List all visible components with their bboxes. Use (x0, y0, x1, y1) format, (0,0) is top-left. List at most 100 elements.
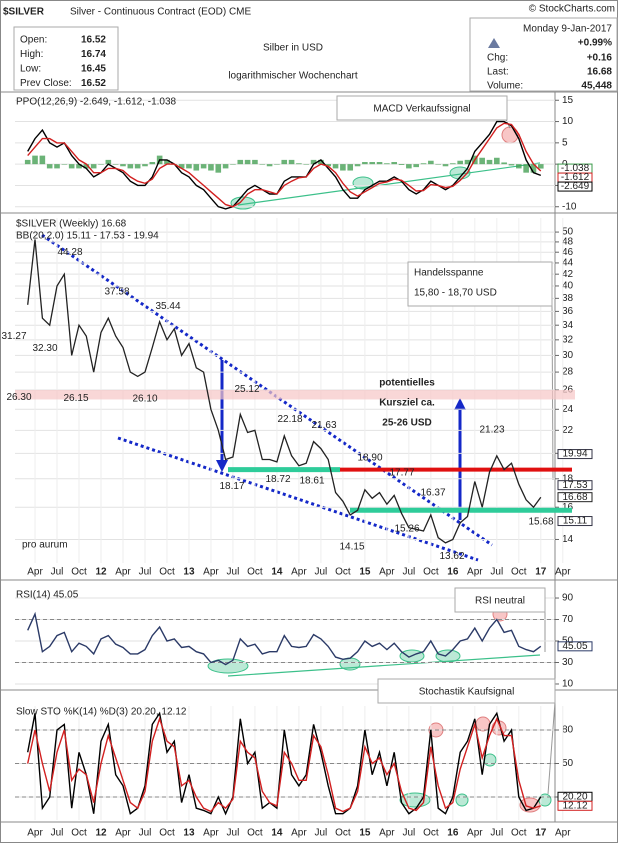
price-label: 15.68 (528, 517, 553, 528)
price-label: 18.90 (357, 453, 382, 464)
histogram-bar (164, 159, 170, 165)
value-tag (557, 181, 593, 192)
histogram-bar (340, 164, 346, 171)
histogram-bar (200, 164, 207, 169)
target-text: potentielles (379, 378, 435, 389)
ohlc-label: Low: (20, 64, 41, 75)
range-box (407, 261, 553, 307)
series-line (27, 611, 542, 666)
x-tick-label: Oct (335, 567, 351, 578)
histogram-bar (457, 160, 463, 165)
price-label: 25.12 (234, 384, 259, 395)
histogram-bar (479, 157, 485, 165)
y-tick-label: 80 (562, 725, 574, 736)
value-tag (557, 641, 593, 652)
y-tick-label: 50 (562, 758, 574, 769)
price-label: 26.30 (6, 392, 31, 403)
stat-value: +0.16 (587, 53, 613, 64)
histogram-bar (76, 164, 82, 169)
x-tick-label: Apr (27, 567, 43, 578)
price-label: 15.26 (394, 523, 419, 534)
histogram-bar (120, 164, 126, 167)
price-label: 44.28 (57, 247, 82, 258)
legend: RSI(14) 45.05 (16, 590, 79, 601)
x-tick-label: Apr (203, 828, 219, 839)
annotation: RSI neutral (475, 596, 525, 607)
rsi-highlights (207, 606, 546, 677)
ohlc-box (13, 26, 119, 91)
logo: pro aurum (22, 540, 68, 551)
panel: 50484644424038363432302826242220181614Ap… (1, 218, 593, 578)
y-tick-label: 40 (562, 281, 574, 292)
header-rows: Open: 16.52 High: 16.74 Low: 16.45 Prev Close:… (20, 35, 612, 92)
y-tick-label: 50 (562, 636, 574, 647)
histogram-bar (516, 164, 522, 169)
x-tick-label: Oct (159, 828, 175, 839)
price-label: 35.44 (155, 301, 180, 312)
histogram-bar (486, 159, 493, 165)
histogram-bar (281, 159, 288, 165)
histogram-bar (347, 164, 354, 171)
histogram-bar (61, 164, 68, 165)
ohlc-label: High: (20, 49, 43, 60)
x-tick-label: 16 (447, 828, 459, 839)
y-tick-label: 46 (562, 247, 574, 258)
symbol: $SILVER (3, 7, 45, 18)
y-tick-label: 44 (562, 258, 574, 269)
legend: Slow STO %K(14) %D(3) 20.20, 12.12 (16, 707, 187, 718)
ohlc-value: 16.52 (81, 35, 106, 46)
y-tick-label: 90 (562, 593, 574, 604)
annotation: Stochastik Kaufsignal (419, 687, 515, 698)
series-line (27, 716, 542, 813)
y-tick-label: 38 (562, 293, 574, 304)
histogram-bar (186, 164, 192, 169)
histogram-bar (244, 159, 251, 165)
price-label: 18.61 (299, 475, 324, 486)
x-tick-label: Oct (423, 567, 439, 578)
series-line (27, 120, 542, 210)
histogram-bar (376, 162, 383, 165)
stat-value: 45,448 (581, 81, 612, 92)
x-tick-label: Apr (115, 828, 131, 839)
x-tick-label: Apr (379, 567, 395, 578)
histogram-bar (237, 159, 244, 165)
x-tick-label: Oct (159, 567, 175, 578)
histogram-bar (90, 164, 97, 169)
y-tick-label: 16 (562, 502, 574, 513)
legend: $SILVER (Weekly) 16.68 (16, 219, 127, 230)
histogram-bar (428, 160, 434, 165)
value-tag (557, 449, 593, 460)
annotation-box (336, 95, 508, 121)
description: Silver - Continuous Contract (EOD) CME (70, 7, 251, 18)
range-text: Handelsspanne (414, 268, 484, 279)
target-zone (15, 389, 575, 400)
y-tick-label: 48 (562, 237, 574, 248)
x-tick-label: Apr (467, 567, 483, 578)
x-tick-label: Jul (402, 567, 415, 578)
histogram-bar (296, 163, 302, 165)
stats-box (469, 17, 618, 92)
x-tick-label: Apr (291, 567, 307, 578)
x-tick-label: Jul (315, 567, 328, 578)
value-tag-label: 45.05 (562, 641, 587, 652)
x-tick-label: 13 (183, 828, 195, 839)
x-tick-label: Jul (51, 567, 64, 578)
x-tick-label: Oct (71, 567, 87, 578)
value-tag-label: 20.20 (562, 791, 587, 802)
y-tick-label: 34 (562, 320, 574, 331)
change-pct: +0.99% (578, 38, 612, 49)
price-label: 16.37 (420, 487, 445, 498)
x-tick-label: Jul (227, 567, 240, 578)
value-tag-label: 15.11 (563, 516, 588, 527)
histogram-bar (39, 155, 46, 165)
histogram-bar (362, 162, 368, 165)
series-line (27, 122, 542, 208)
ohlc-value: 16.45 (81, 64, 106, 75)
y-tick-label: 28 (562, 367, 574, 378)
histogram-bar (134, 164, 141, 169)
value-tag (557, 800, 593, 811)
x-tick-label: Oct (511, 828, 527, 839)
price-label: 37.58 (104, 287, 129, 298)
price-label: 14.15 (339, 542, 364, 553)
